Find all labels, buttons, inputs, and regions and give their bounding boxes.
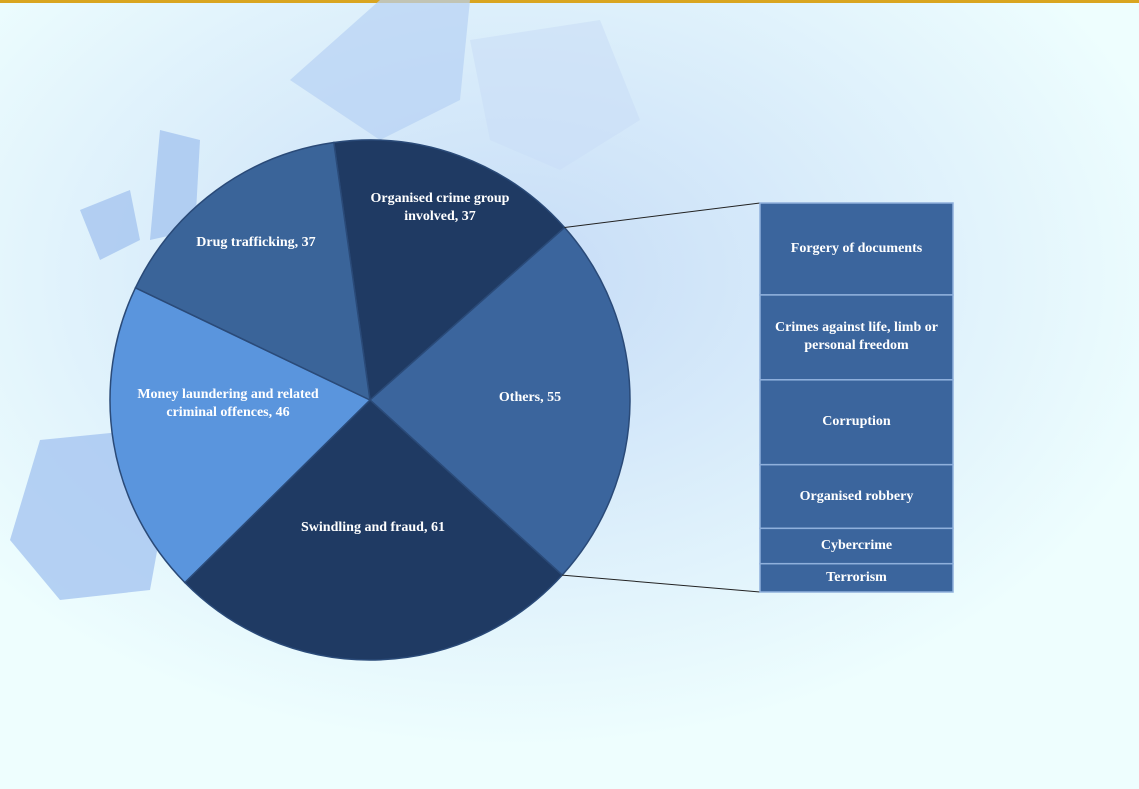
pie-slice xyxy=(368,226,631,577)
pie-slice xyxy=(109,286,372,584)
connector-line xyxy=(562,574,761,593)
map-shape xyxy=(290,0,470,140)
pie-slice xyxy=(134,141,371,402)
bar-segment xyxy=(759,202,954,296)
slice-label: Organised crime group involved, 37 xyxy=(370,191,510,224)
pie-slice xyxy=(183,398,564,661)
slice-label: Others, 55 xyxy=(498,390,562,405)
bar-label: Forgery of documents xyxy=(790,240,923,256)
bar-label: Terrorism xyxy=(826,569,887,585)
top-rule xyxy=(0,0,1139,3)
bar-segment xyxy=(759,562,954,593)
bar-label: Corruption xyxy=(822,414,891,430)
map-shape xyxy=(150,130,200,240)
pie-slice xyxy=(332,139,566,402)
connector-line xyxy=(564,202,761,229)
slice-label: Money laundering and related criminal of… xyxy=(137,387,319,420)
bar-label: Organised robbery xyxy=(799,488,914,504)
bar-segment xyxy=(759,294,954,381)
bar-label: Crimes against life, limb or personal fr… xyxy=(775,320,938,354)
slice-label: Swindling and fraud, 61 xyxy=(301,520,445,535)
map-shape xyxy=(470,20,640,170)
map-shape xyxy=(80,190,140,260)
slice-label: Drug trafficking, 37 xyxy=(196,235,316,250)
bar-label: Cybercrime xyxy=(820,538,893,554)
